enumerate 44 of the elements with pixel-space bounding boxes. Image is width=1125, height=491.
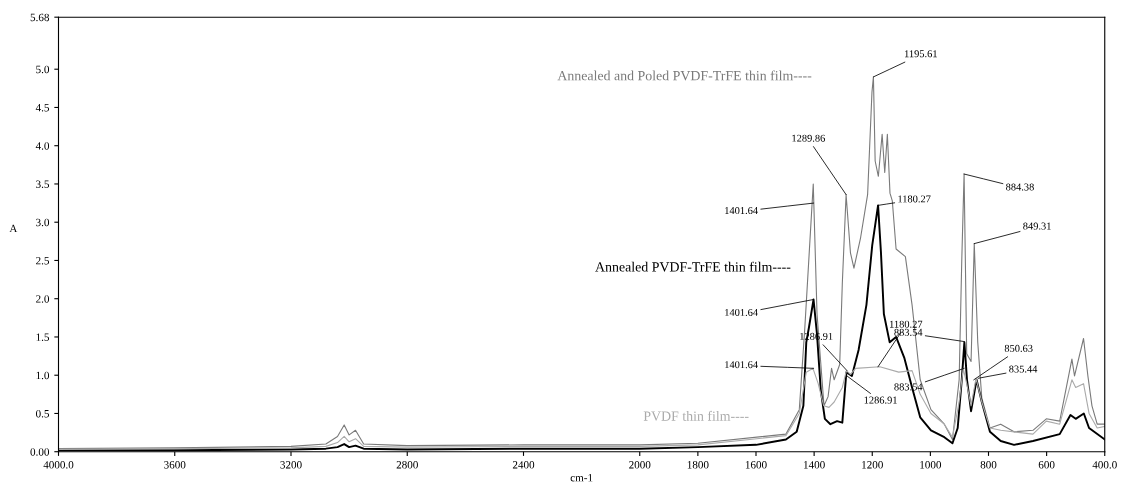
- y-tick-label: 4.5: [35, 104, 50, 112]
- x-tick-label: 2000: [629, 461, 651, 469]
- annotation: 1180.27: [890, 320, 923, 328]
- y-tick-label: 1.5: [36, 333, 50, 341]
- annotation: 1286.91: [864, 396, 897, 404]
- x-tick-label: 1000: [920, 461, 942, 469]
- annotation: 1401.64: [725, 361, 758, 369]
- x-tick-label: 1400: [803, 461, 825, 469]
- x-tick-label: 1600: [745, 461, 767, 469]
- y-tick-label: 1.0: [36, 371, 50, 380]
- annotation: 850.63: [1004, 344, 1033, 352]
- x-tick-label: 2800: [396, 461, 418, 469]
- x-tick-label: 3600: [164, 461, 186, 469]
- x-tick-label: 400.0: [1092, 461, 1117, 469]
- y-tick-label: 2.5: [36, 256, 50, 265]
- text: Annealed PVDF-TrFE thin film----: [595, 261, 791, 272]
- x-tick-label: 3200: [280, 461, 302, 469]
- x-tick-label: 4000.0: [43, 461, 74, 469]
- annotation: 1195.61: [905, 50, 937, 58]
- x-tick-label: 1200: [862, 461, 883, 469]
- y-tick-label: 0.5: [36, 409, 50, 418]
- y-tick-label: 0.00: [30, 448, 50, 456]
- x-tick-label: 800: [980, 461, 997, 469]
- y-tick-label: 2.0: [36, 295, 50, 303]
- x-axis-title: cm-1: [570, 473, 593, 482]
- y-tick-label: 3.0: [36, 218, 50, 227]
- annotation: 1401.64: [725, 308, 758, 317]
- x-tick-label: 1800: [687, 461, 709, 469]
- series-label: PVDF thin film----: [643, 410, 749, 421]
- x-tick-label: 600: [1038, 461, 1055, 469]
- y-tick-label: 5.68: [30, 13, 50, 22]
- x-tick-label: 2400: [512, 461, 535, 469]
- annotation: 1289.86: [792, 134, 825, 142]
- y-axis-title: A: [9, 224, 18, 233]
- annotation: 1401.64: [725, 207, 758, 215]
- annotation: 1180.27: [898, 195, 931, 203]
- annotation: 849.31: [1023, 222, 1051, 230]
- y-tick-label: 4.0: [35, 142, 50, 150]
- y-tick-label: 5.0: [36, 65, 50, 74]
- annotation: 884.38: [1006, 183, 1034, 191]
- annotation: 835.44: [1009, 365, 1038, 373]
- y-tick-label: 3.5: [36, 180, 50, 188]
- text: Annealed and Poled PVDF-TrFE thin film----: [557, 70, 812, 81]
- annotation: 883.54: [894, 328, 923, 336]
